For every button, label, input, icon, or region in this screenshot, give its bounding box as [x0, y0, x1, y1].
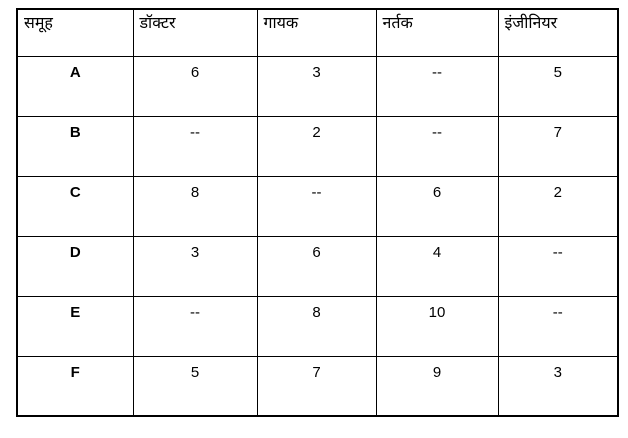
value-cell: 3: [132, 235, 258, 297]
value-cell: 10: [375, 295, 499, 357]
table-row: A 6 3 -- 5: [16, 55, 619, 117]
group-cell: F: [16, 355, 134, 417]
value-cell: --: [256, 175, 377, 237]
value-cell: --: [497, 295, 619, 357]
table-row: D 3 6 4 --: [16, 235, 619, 297]
column-header-doctor: डॉक्टर: [132, 8, 258, 57]
value-cell: --: [375, 55, 499, 117]
value-cell: 2: [256, 115, 377, 177]
value-cell: --: [132, 295, 258, 357]
value-cell: 8: [132, 175, 258, 237]
group-cell: E: [16, 295, 134, 357]
group-cell: B: [16, 115, 134, 177]
table-row: C 8 -- 6 2: [16, 175, 619, 237]
value-cell: 6: [132, 55, 258, 117]
value-cell: 2: [497, 175, 619, 237]
group-profession-table: समूह डॉक्टर गायक नर्तक इंजीनियर A 6 3 --…: [16, 8, 619, 417]
value-cell: --: [375, 115, 499, 177]
value-cell: 8: [256, 295, 377, 357]
value-cell: 3: [256, 55, 377, 117]
value-cell: 4: [375, 235, 499, 297]
group-cell: A: [16, 55, 134, 117]
value-cell: 7: [256, 355, 377, 417]
value-cell: 7: [497, 115, 619, 177]
value-cell: 6: [256, 235, 377, 297]
value-cell: 3: [497, 355, 619, 417]
value-cell: 9: [375, 355, 499, 417]
group-cell: C: [16, 175, 134, 237]
column-header-dancer: नर्तक: [375, 8, 499, 57]
value-cell: 6: [375, 175, 499, 237]
column-header-singer: गायक: [256, 8, 377, 57]
value-cell: --: [132, 115, 258, 177]
table-row: E -- 8 10 --: [16, 295, 619, 357]
header-row: समूह डॉक्टर गायक नर्तक इंजीनियर: [16, 8, 619, 57]
column-header-group: समूह: [16, 8, 134, 57]
value-cell: 5: [497, 55, 619, 117]
value-cell: --: [497, 235, 619, 297]
column-header-engineer: इंजीनियर: [497, 8, 619, 57]
table-row: B -- 2 -- 7: [16, 115, 619, 177]
table-row: F 5 7 9 3: [16, 355, 619, 417]
value-cell: 5: [132, 355, 258, 417]
group-cell: D: [16, 235, 134, 297]
